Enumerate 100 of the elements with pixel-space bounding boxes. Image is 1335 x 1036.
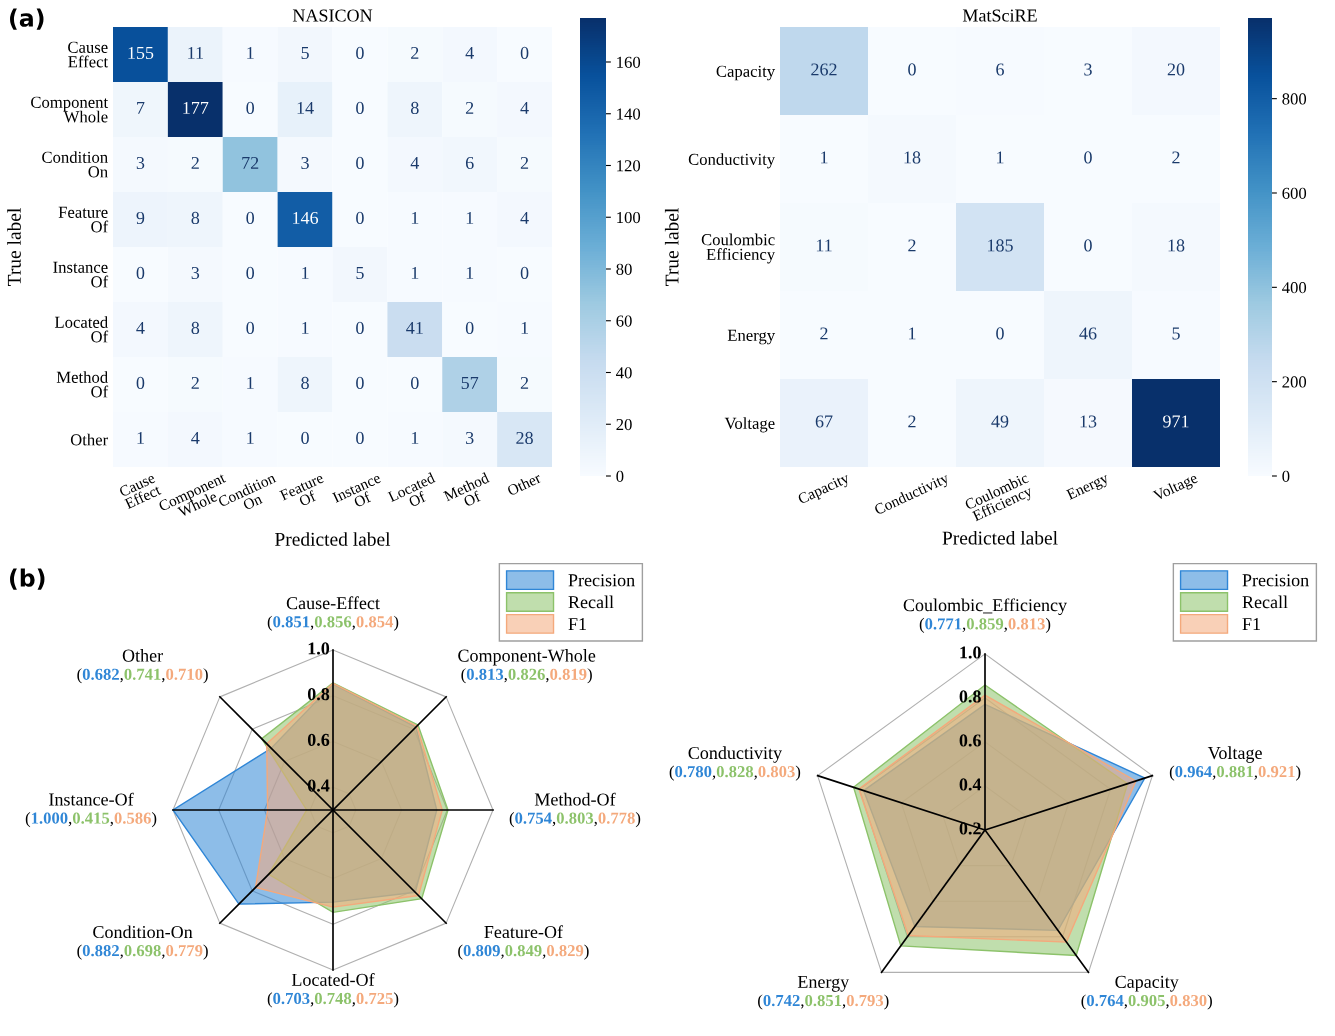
y-tick-label: Component Whole bbox=[31, 96, 109, 123]
y-tick-label: 1.0 bbox=[308, 642, 330, 655]
spoke-label: Located-Of bbox=[291, 973, 375, 986]
y-tick-label: Condition On bbox=[42, 151, 108, 178]
text: (b) bbox=[10, 568, 45, 590]
legend-label: Precision bbox=[568, 574, 635, 587]
color-bar-label: 160 bbox=[617, 56, 641, 68]
y-tick-label: Method Of bbox=[56, 371, 109, 398]
data-label: 0 bbox=[356, 101, 364, 115]
data-label: 5 bbox=[301, 47, 309, 60]
data-label: 46 bbox=[1079, 327, 1097, 340]
data-label: 20 bbox=[1167, 63, 1185, 76]
data-label: 11 bbox=[188, 46, 203, 59]
data-label: 1 bbox=[411, 266, 419, 279]
legend-label: F1 bbox=[568, 618, 586, 630]
y-tick-label: 0.8 bbox=[959, 690, 981, 703]
y-tick-label: Voltage bbox=[724, 417, 775, 433]
data-label: 4 bbox=[465, 46, 474, 59]
y-tick-label: 0.4 bbox=[959, 778, 982, 791]
data-label: 1 bbox=[247, 46, 254, 59]
data-label: 2 bbox=[520, 376, 529, 389]
data-label: 4 bbox=[191, 431, 200, 444]
data-label: 18 bbox=[904, 151, 921, 164]
data-label: 0 bbox=[356, 211, 364, 225]
data-label: 6 bbox=[996, 63, 1004, 76]
text: (1.000,0.415,0.586) bbox=[25, 812, 157, 828]
data-label: 3 bbox=[301, 156, 309, 170]
data-label: 0 bbox=[410, 376, 419, 390]
data-label: 0 bbox=[246, 101, 255, 115]
spoke-label: Capacity bbox=[1115, 975, 1179, 992]
y-axis-title: True label bbox=[7, 208, 21, 286]
data-label: 2 bbox=[411, 46, 419, 59]
spoke-label: Feature-Of bbox=[484, 925, 564, 939]
color-bar-label: 120 bbox=[617, 160, 641, 172]
x-tick-label: Voltage bbox=[1152, 472, 1200, 504]
data-label: 146 bbox=[293, 211, 319, 225]
y-tick-label: 0.2 bbox=[959, 822, 981, 835]
data-label: 2 bbox=[191, 156, 199, 169]
data-label: 1 bbox=[997, 151, 1004, 164]
data-label: 1 bbox=[909, 327, 916, 340]
data-label: 4 bbox=[410, 156, 420, 169]
data-label: 1 bbox=[137, 431, 144, 444]
color-bar-label: 0 bbox=[616, 470, 624, 482]
data-label: 1 bbox=[466, 266, 474, 279]
data-label: 67 bbox=[815, 415, 833, 428]
data-label: 0 bbox=[246, 321, 255, 335]
data-label: 8 bbox=[301, 376, 309, 390]
data-label: 8 bbox=[191, 321, 200, 335]
spoke-label: Energy bbox=[797, 975, 850, 992]
data-label: 4 bbox=[520, 101, 529, 114]
data-label: 8 bbox=[191, 211, 200, 225]
data-label: 13 bbox=[1080, 415, 1097, 428]
spoke-label: Coulombic_Efficiency bbox=[903, 598, 1067, 615]
legend-label: F1 bbox=[1242, 618, 1260, 630]
color-bar-label: 40 bbox=[616, 367, 632, 379]
legend-label: Precision bbox=[1242, 574, 1309, 587]
text: (0.742,0.851,0.793) bbox=[758, 994, 889, 1010]
data-label: 262 bbox=[811, 63, 837, 76]
data-label: 0 bbox=[1084, 239, 1092, 252]
text: (0.813,0.826,0.819) bbox=[461, 668, 592, 684]
data-label: 0 bbox=[465, 321, 474, 335]
data-label: 3 bbox=[466, 431, 474, 445]
data-label: 1 bbox=[302, 266, 309, 279]
y-tick-label: 1.0 bbox=[960, 646, 981, 659]
data-label: 1 bbox=[247, 431, 254, 444]
data-label: 1 bbox=[247, 376, 254, 389]
data-label: 0 bbox=[356, 431, 364, 445]
data-label: 1 bbox=[411, 211, 419, 224]
chart-title: MatSciRE bbox=[962, 9, 1037, 22]
data-label: 2 bbox=[191, 376, 199, 389]
data-label: 49 bbox=[991, 415, 1009, 428]
color-bar-label: 20 bbox=[616, 418, 632, 431]
text: (0.703,0.748,0.725) bbox=[267, 992, 399, 1008]
color-bar-label: 60 bbox=[616, 315, 632, 327]
data-label: 3 bbox=[1084, 63, 1092, 76]
data-label: 0 bbox=[520, 266, 529, 280]
y-tick-label: Other bbox=[70, 433, 108, 446]
data-label: 1 bbox=[302, 321, 309, 334]
data-label: 0 bbox=[301, 431, 309, 445]
y-tick-label: Energy bbox=[727, 329, 776, 345]
data-label: 4 bbox=[520, 211, 529, 224]
text: (0.851,0.856,0.854) bbox=[267, 615, 399, 631]
y-tick-label: Capacity bbox=[716, 65, 776, 81]
data-label: 4 bbox=[136, 321, 145, 334]
text: (0.754,0.803,0.778) bbox=[509, 812, 641, 828]
data-label: 6 bbox=[465, 156, 474, 170]
text: (a) bbox=[10, 8, 44, 30]
text: (0.809,0.849,0.829) bbox=[458, 944, 589, 960]
data-label: 0 bbox=[356, 156, 364, 170]
data-label: 28 bbox=[516, 431, 533, 445]
data-label: 177 bbox=[183, 101, 209, 114]
legend-label: Recall bbox=[1242, 595, 1288, 609]
data-label: 0 bbox=[136, 266, 145, 280]
data-label: 0 bbox=[908, 63, 916, 76]
color-bar-label: 400 bbox=[1282, 282, 1307, 294]
data-label: 1 bbox=[466, 211, 474, 224]
data-label: 3 bbox=[191, 266, 200, 280]
spoke-label: Component-Whole bbox=[458, 649, 596, 666]
data-label: 3 bbox=[136, 156, 145, 170]
data-label: 57 bbox=[461, 377, 479, 390]
